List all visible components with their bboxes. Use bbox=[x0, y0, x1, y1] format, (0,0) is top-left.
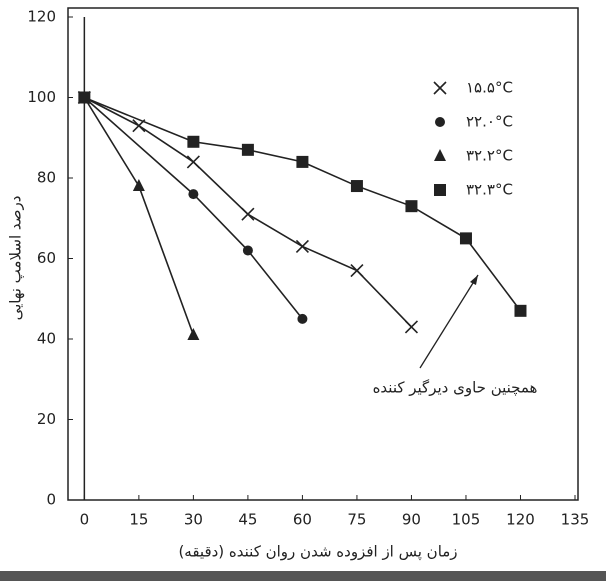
legend-marker bbox=[434, 184, 446, 196]
x-tick-label: 0 bbox=[80, 511, 90, 529]
x-tick-label: 15 bbox=[129, 511, 148, 529]
y-tick-label: 100 bbox=[27, 88, 56, 106]
data-point bbox=[295, 239, 309, 253]
data-point bbox=[78, 91, 91, 104]
legend-label: ۳۲.۳°C bbox=[466, 181, 513, 199]
x-tick-label: 105 bbox=[452, 511, 481, 529]
x-tick-label: 135 bbox=[561, 511, 590, 529]
y-tick-label: 0 bbox=[46, 491, 56, 509]
data-point bbox=[188, 189, 199, 200]
data-point bbox=[514, 304, 527, 317]
legend-marker bbox=[433, 81, 447, 95]
series-line bbox=[83, 97, 195, 336]
data-point bbox=[187, 135, 200, 148]
arrow-head bbox=[470, 275, 478, 285]
data-point bbox=[405, 200, 418, 213]
series-line bbox=[84, 96, 522, 312]
data-point bbox=[241, 207, 255, 221]
x-tick-label: 30 bbox=[184, 511, 203, 529]
data-point bbox=[350, 180, 363, 193]
y-tick-label: 20 bbox=[37, 410, 56, 428]
data-point bbox=[241, 143, 254, 156]
x-tick-label: 75 bbox=[347, 511, 366, 529]
data-point bbox=[187, 327, 200, 340]
y-axis-label: درصد اسلامپ نهایی bbox=[7, 196, 26, 321]
x-tick-label: 90 bbox=[402, 511, 421, 529]
x-tick-label: 45 bbox=[238, 511, 257, 529]
y-tick-label: 40 bbox=[37, 330, 56, 348]
legend-label: ۱۵.۵°C bbox=[466, 79, 513, 97]
y-tick-label: 60 bbox=[37, 249, 56, 267]
legend-marker bbox=[435, 117, 445, 127]
data-point bbox=[350, 264, 364, 278]
data-point bbox=[296, 155, 309, 168]
y-tick-label: 80 bbox=[37, 169, 56, 187]
plot-frame bbox=[67, 7, 579, 501]
x-axis-label: زمان پس از افزوده شدن روان کننده (دقیقه) bbox=[178, 543, 457, 562]
y-tick-label: 120 bbox=[27, 8, 56, 26]
bottom-bar bbox=[0, 571, 606, 581]
annotation: همچنین حاوی دیرگیر کننده bbox=[373, 379, 538, 397]
data-point bbox=[297, 313, 308, 324]
annotation-arrow bbox=[419, 274, 479, 369]
x-tick-label: 60 bbox=[293, 511, 312, 529]
data-point bbox=[242, 245, 253, 256]
x-tick-label: 120 bbox=[506, 511, 535, 529]
legend-label: ۲۲.۰°C bbox=[466, 113, 513, 131]
data-point bbox=[186, 155, 200, 169]
data-point bbox=[404, 320, 419, 334]
data-point bbox=[459, 232, 472, 245]
legend-label: ۳۲.۲°C bbox=[466, 147, 513, 165]
data-point bbox=[132, 179, 145, 192]
legend-marker bbox=[434, 149, 446, 161]
series-line bbox=[83, 96, 304, 320]
